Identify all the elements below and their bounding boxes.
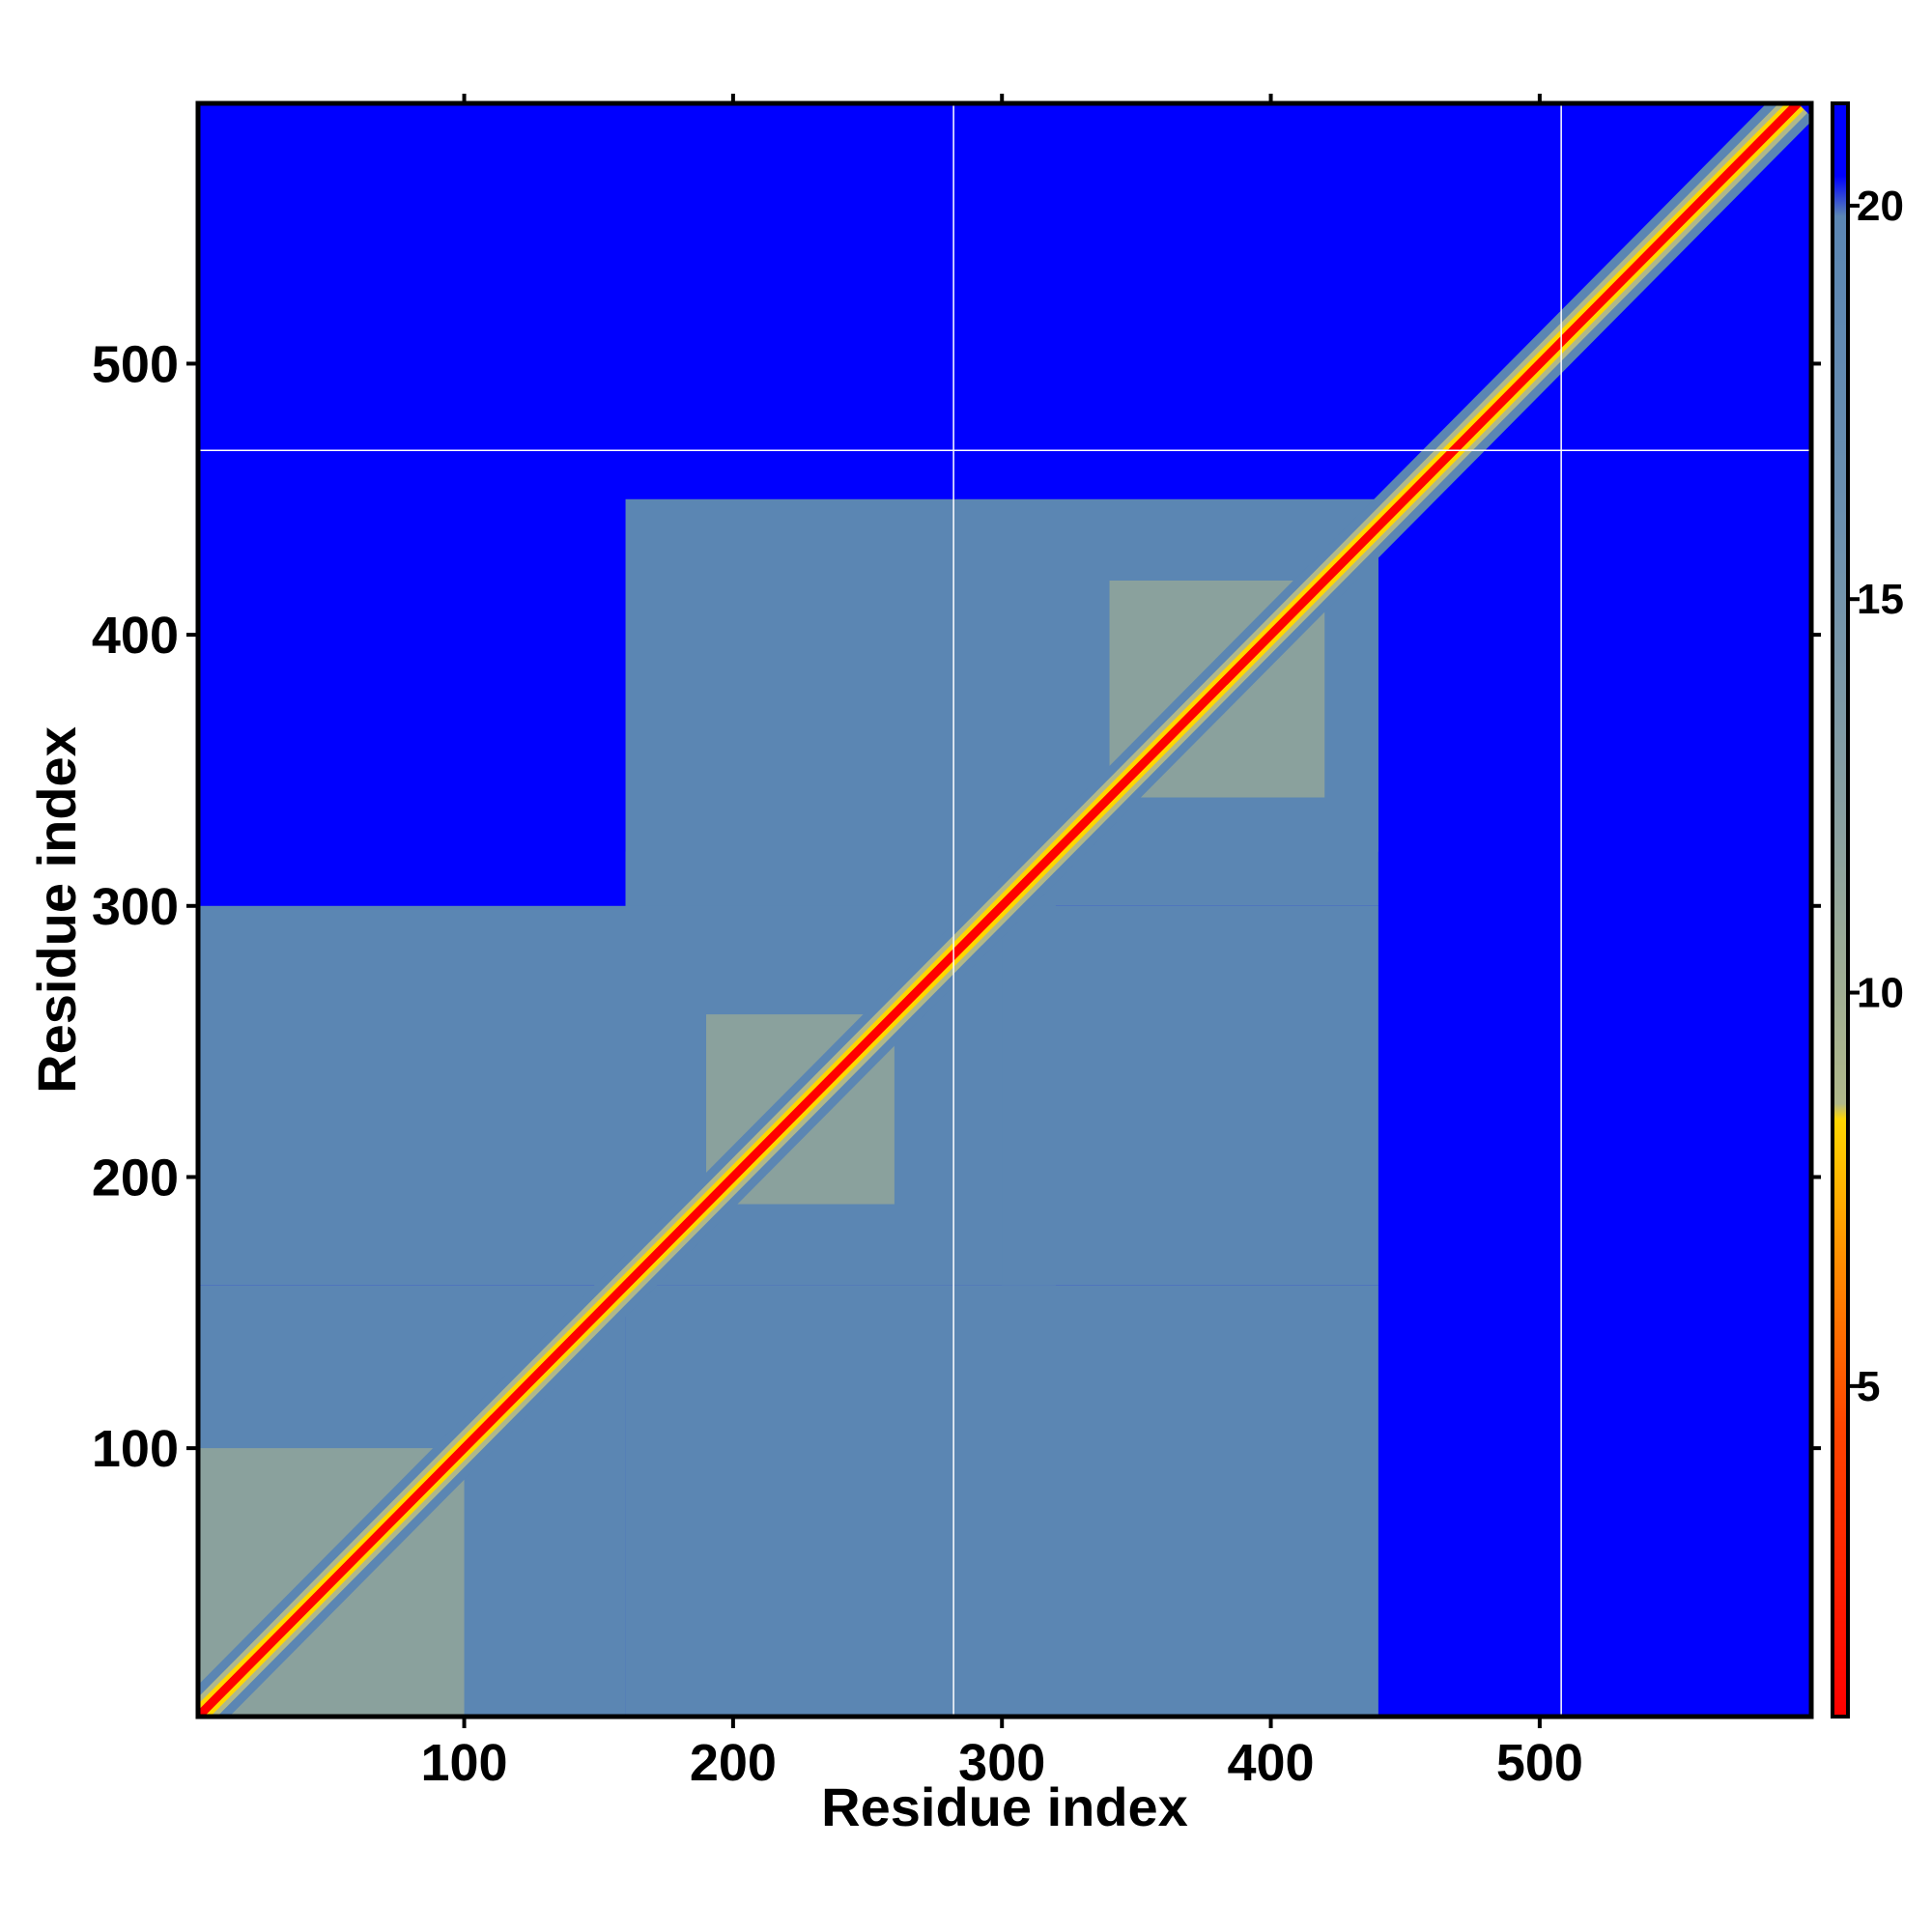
contact-block-4 — [625, 1285, 1378, 1717]
y-tick-label-300: 300 — [92, 878, 179, 936]
x-tick-label-500: 500 — [1496, 1734, 1583, 1792]
y-tick-label-100: 100 — [92, 1420, 179, 1478]
plot-frame — [195, 100, 1814, 1719]
diagonal-band — [198, 103, 1811, 1717]
colorbar: 5 10 15 20 — [1831, 101, 1904, 1719]
y-tick-label-200: 200 — [92, 1149, 179, 1207]
x-axis-ticks: 100 200 300 400 500 — [420, 94, 1583, 1792]
y-axis-ticks: 100 200 300 400 500 — [92, 335, 1821, 1478]
y-axis-title: Residue index — [26, 726, 87, 1094]
colorbar-ticks: 5 10 15 20 — [1848, 183, 1904, 1410]
colorbar-tick-label-5: 5 — [1857, 1363, 1880, 1410]
x-tick-label-100: 100 — [420, 1734, 507, 1792]
x-axis-title: Residue index — [821, 1776, 1188, 1837]
x-tick-label-200: 200 — [690, 1734, 777, 1792]
plot-area — [198, 103, 1811, 1717]
colorbar-tick-label-10: 10 — [1857, 970, 1904, 1017]
colorbar-tick-label-20: 20 — [1857, 183, 1904, 230]
x-tick-label-300: 300 — [958, 1734, 1045, 1792]
diagonal-core — [198, 103, 1802, 1717]
colorbar-tick-label-15: 15 — [1857, 576, 1904, 623]
x-tick-label-400: 400 — [1227, 1734, 1314, 1792]
gap-lines — [198, 103, 1811, 1717]
y-tick-label-400: 400 — [92, 607, 179, 665]
contact-block-6 — [1002, 905, 1378, 1286]
colorbar-gradient — [1831, 101, 1850, 1719]
y-tick-label-500: 500 — [92, 335, 179, 393]
